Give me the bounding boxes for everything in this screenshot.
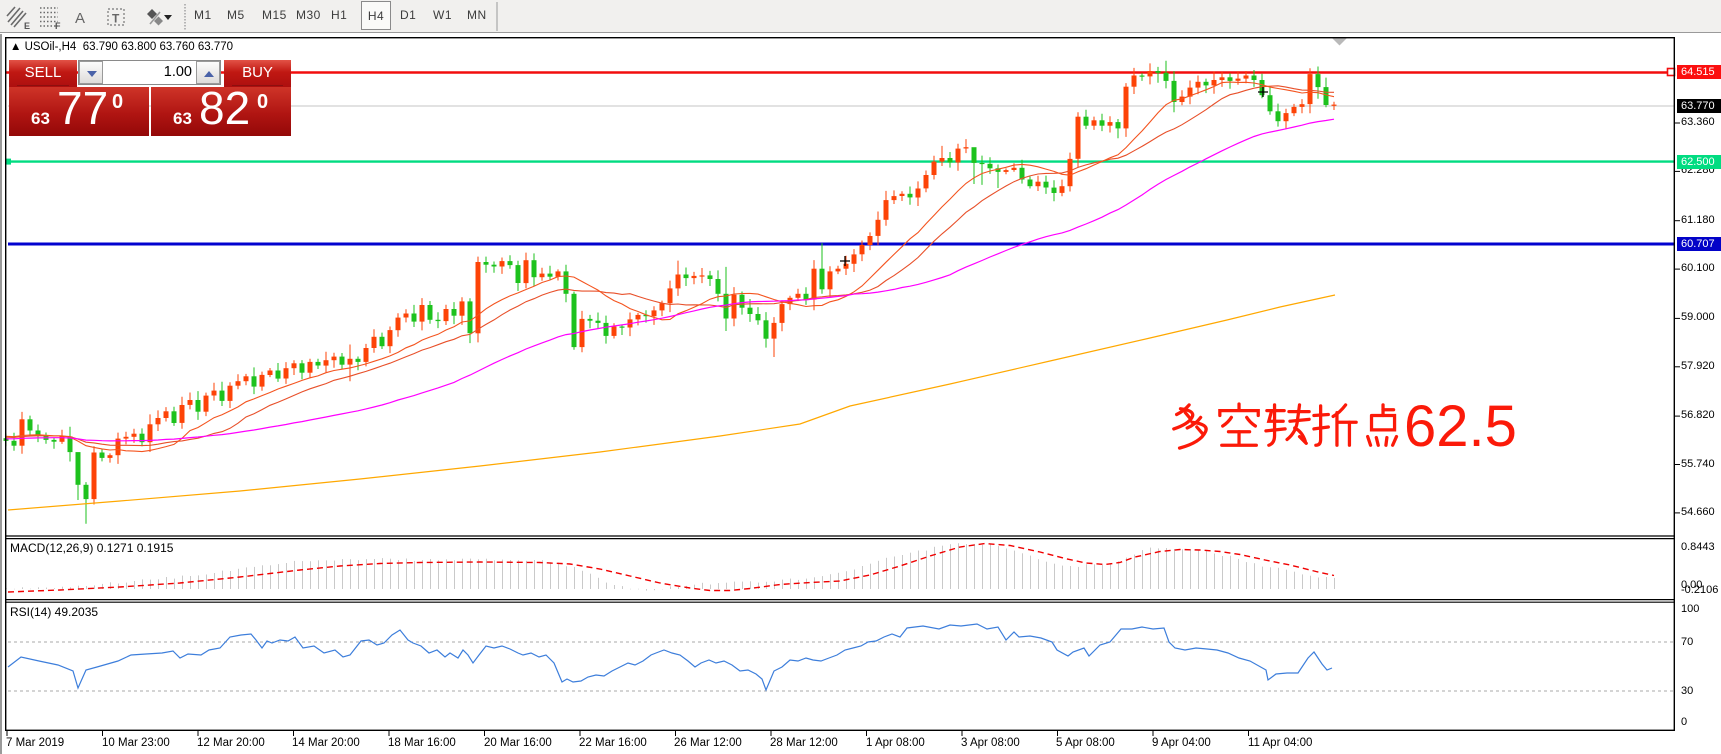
svg-text:T: T [112,12,120,26]
svg-text:F: F [55,21,61,31]
svg-text:A: A [75,10,85,27]
svg-text:E: E [24,21,30,31]
